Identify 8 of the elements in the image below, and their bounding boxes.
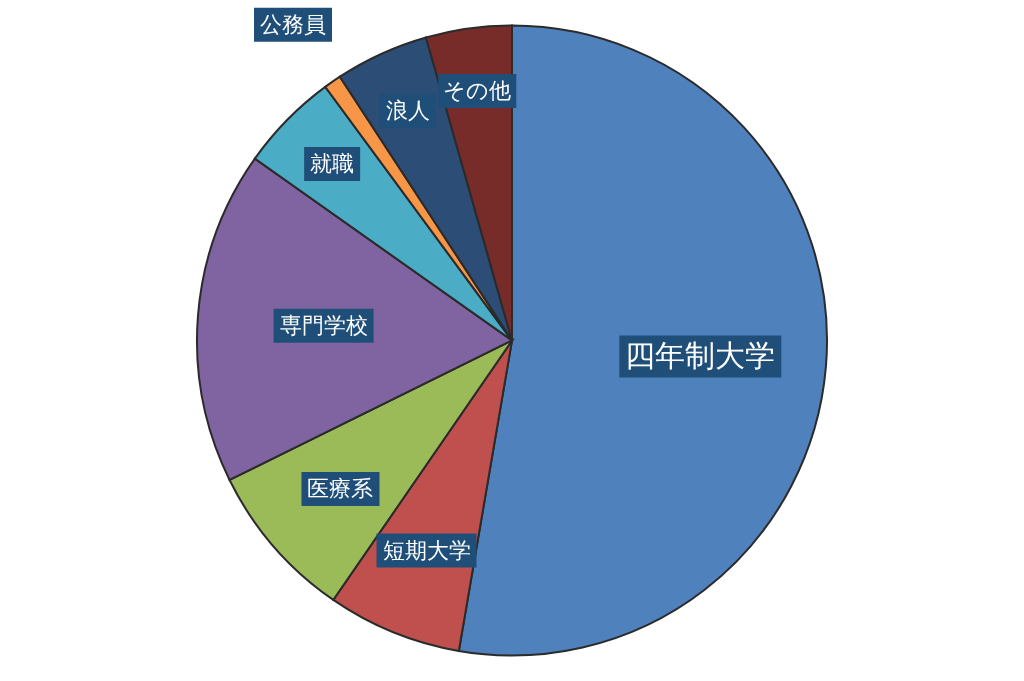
slice-label: 浪人 [385, 98, 430, 124]
slice-label: 四年制大学 [625, 337, 776, 373]
slice-label: 就職 [310, 151, 355, 176]
slice-label: 医療系 [307, 475, 374, 501]
slice-label: 短期大学 [382, 537, 471, 563]
slice-label: 公務員 [260, 11, 327, 37]
slice-label: その他 [443, 77, 512, 103]
slice-label: 専門学校 [279, 312, 368, 338]
